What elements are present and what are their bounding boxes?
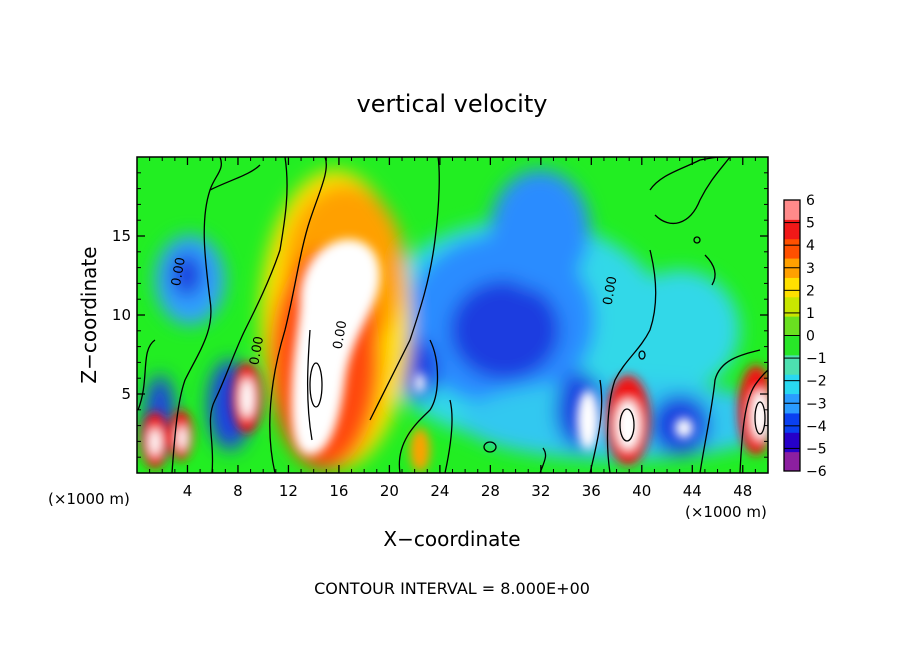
contour-label: 0.00 (247, 335, 267, 366)
downdraft-core (171, 253, 203, 297)
updraft-cell (577, 390, 599, 450)
colorbar-swatch (784, 277, 800, 298)
contour-labels: 0.00 0.00 0.00 0.00 (169, 256, 620, 366)
colorbar-tick-label: −3 (806, 396, 827, 412)
colorbar-swatch (784, 432, 800, 453)
x-tick-label: 32 (531, 482, 550, 500)
downdraft-core (675, 418, 693, 438)
updraft-core (177, 426, 187, 450)
downdraft-core (402, 340, 438, 400)
contour-line (369, 157, 440, 421)
contour-line (306, 329, 313, 441)
contour-line (619, 408, 635, 442)
updraft-core (240, 378, 254, 418)
colorbar-tick-label: −2 (806, 374, 827, 390)
contour-line (693, 236, 701, 244)
x-tick-label: 8 (233, 482, 243, 500)
x-axis-label: X−coordinate (383, 527, 520, 551)
x-axis-unit-left: (×1000 m) (48, 490, 130, 508)
y-axis-label: Z−coordinate (77, 246, 101, 383)
contour-line (589, 379, 603, 473)
updraft-cell (410, 428, 430, 472)
contour-line (444, 399, 453, 473)
x-tick-label: 16 (329, 482, 348, 500)
y-tick-label: 5 (121, 385, 131, 403)
x-tick-label: 4 (183, 482, 193, 500)
updraft-core (291, 239, 380, 455)
downdraft-region (620, 270, 740, 390)
x-tick-label: 44 (683, 482, 702, 500)
x-tick-label: 40 (632, 482, 651, 500)
contour-label: 0.00 (331, 319, 351, 350)
colorbar-tick-label: −1 (806, 351, 827, 367)
contour-line (171, 157, 222, 473)
updraft-core (415, 373, 425, 393)
contour-label: 0.00 (601, 275, 621, 306)
x-axis-unit-right: (×1000 m) (685, 503, 767, 521)
x-tick-label: 48 (733, 482, 752, 500)
x-tick-label: 36 (582, 482, 601, 500)
colorbar-swatch (784, 219, 800, 240)
colorbar-tick-label: 4 (806, 238, 815, 254)
downdraft-core (450, 280, 560, 380)
colorbar-swatch (784, 238, 800, 259)
colorbar: 6 5 4 3 2 1 0 −1 −2 −3 −4 −5 −6 (783, 193, 827, 480)
x-tick-label: 24 (430, 482, 449, 500)
contour-line (137, 339, 156, 411)
colorbar-tick-label: 1 (806, 306, 815, 322)
colorbar-swatch (784, 451, 800, 472)
colorbar-swatch (784, 412, 800, 433)
colorbar-tick-label: −5 (806, 441, 827, 457)
colorbar-tick-label: 5 (806, 216, 815, 232)
colorbar-swatch (784, 316, 800, 336)
colorbar-tick-label: −4 (806, 419, 827, 435)
chart-title: vertical velocity (357, 90, 548, 118)
colorbar-swatch (784, 374, 800, 395)
contour-interval-footer: CONTOUR INTERVAL = 8.000E+00 (314, 579, 590, 598)
colorbar-tick-label: −6 (806, 464, 827, 480)
contour-line (309, 362, 323, 408)
contour-line (699, 349, 761, 473)
contour-line (483, 441, 497, 453)
colorbar-tick-label: 6 (806, 193, 815, 209)
colorbar-tick-label: 3 (806, 261, 815, 277)
colorbar-swatch (784, 296, 800, 317)
x-tick-label: 12 (279, 482, 298, 500)
contour-line (606, 249, 657, 473)
x-tick-label: 28 (481, 482, 500, 500)
updraft-core (149, 428, 161, 456)
contour-line (209, 157, 288, 473)
contour-line (739, 369, 768, 473)
contour-line (654, 157, 731, 224)
contour-label: 0.00 (169, 256, 189, 287)
contour-line (754, 401, 766, 435)
contour-line (704, 254, 716, 286)
heatmap-field: 0.00 0.00 0.00 0.00 (137, 157, 768, 473)
colorbar-tick-label: 0 (806, 329, 815, 345)
y-tick-label: 10 (112, 306, 131, 324)
colorbar-tick-label: 2 (806, 283, 815, 299)
updraft-core (751, 390, 768, 440)
colorbar-swatch (784, 200, 800, 220)
colorbar-swatch (784, 335, 800, 356)
contour-line (209, 164, 261, 191)
downdraft-region (490, 170, 590, 290)
contour-line (638, 350, 646, 360)
colorbar-swatch (784, 354, 800, 375)
x-tick-label: 20 (380, 482, 399, 500)
contour-line (269, 157, 327, 473)
y-tick-label: 15 (112, 227, 131, 245)
contour-line (398, 339, 439, 473)
